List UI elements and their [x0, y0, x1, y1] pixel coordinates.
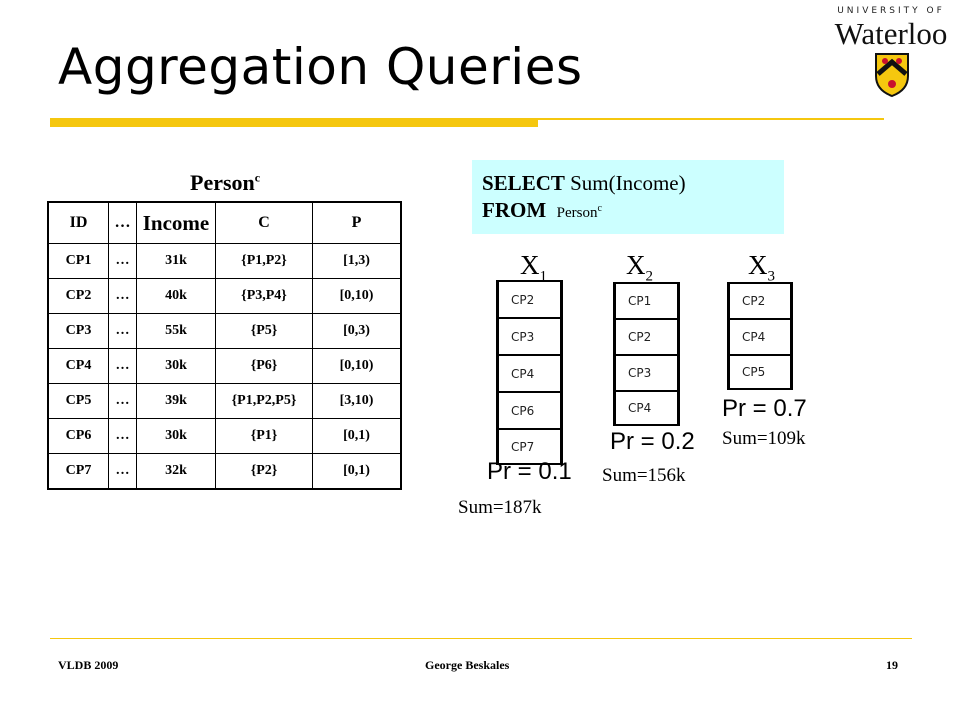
header-c: C	[215, 201, 313, 244]
table-row: CP4… 30k {P6} [0,10)	[47, 348, 402, 384]
cell-p: [0,1)	[312, 418, 402, 454]
world-stack-x2: CP1 CP2 CP3 CP4	[613, 282, 680, 426]
cell-c: {P1,P2,P5}	[215, 383, 313, 419]
slide-title: Aggregation Queries	[58, 38, 583, 96]
cell-p: [3,10)	[312, 383, 402, 419]
list-item: CP2	[499, 280, 560, 317]
university-logo: UNIVERSITY OF Waterloo	[828, 6, 954, 104]
probability-x3: Pr = 0.7	[722, 395, 807, 422]
footer-conference: VLDB 2009	[58, 658, 119, 672]
world-label-x2: X2	[626, 250, 653, 285]
cell-c: {P2}	[215, 453, 313, 490]
sum-x3: Sum=109k	[722, 428, 806, 449]
cell-id: CP2	[47, 278, 109, 314]
table-row: CP6… 30k {P1} [0,1)	[47, 418, 402, 454]
list-item: CP4	[730, 318, 790, 354]
cell-p: [0,3)	[312, 313, 402, 349]
cell-ellipsis: …	[108, 313, 137, 349]
list-item: CP3	[499, 317, 560, 354]
table-row: CP1… 31k {P1,P2} [1,3)	[47, 243, 402, 279]
world-label-x1: X1	[520, 250, 547, 285]
cell-ellipsis: …	[108, 418, 137, 454]
cell-id: CP5	[47, 383, 109, 419]
list-item: CP2	[616, 318, 677, 354]
cell-p: [1,3)	[312, 243, 402, 279]
cell-income: 30k	[136, 348, 216, 384]
person-table: ID … Income C P CP1… 31k {P1,P2} [1,3) CP2……	[47, 201, 402, 490]
cell-ellipsis: …	[108, 453, 137, 490]
list-item: CP2	[730, 282, 790, 318]
logo-wordmark: Waterloo	[834, 16, 948, 51]
header-id: ID	[47, 201, 109, 244]
cell-income: 30k	[136, 418, 216, 454]
footer-divider	[50, 638, 912, 639]
query-select-line: SELECT Sum(Income)	[482, 170, 784, 196]
crest-icon	[875, 53, 909, 98]
list-item: CP1	[616, 282, 677, 318]
world-label-x3: X3	[748, 250, 775, 285]
cell-c: {P6}	[215, 348, 313, 384]
table-row: CP5… 39k {P1,P2,P5} [3,10)	[47, 383, 402, 419]
footer-page-number: 19	[886, 658, 898, 672]
from-keyword: FROM	[482, 198, 547, 222]
cell-c: {P3,P4}	[215, 278, 313, 314]
header-ellipsis: …	[108, 201, 137, 244]
table-row: CP2… 40k {P3,P4} [0,10)	[47, 278, 402, 314]
sum-x2: Sum=156k	[602, 465, 686, 486]
select-expression: Sum(Income)	[564, 171, 686, 195]
table-header-row: ID … Income C P	[47, 201, 402, 244]
cell-income: 31k	[136, 243, 216, 279]
query-from-line: FROM Personc	[482, 196, 784, 226]
world-stack-x3: CP2 CP4 CP5	[727, 282, 793, 390]
list-item: CP5	[730, 354, 790, 390]
cell-id: CP4	[47, 348, 109, 384]
cell-c: {P5}	[215, 313, 313, 349]
cell-id: CP7	[47, 453, 109, 490]
list-item: CP7	[499, 428, 560, 465]
list-item: CP4	[499, 354, 560, 391]
cell-id: CP3	[47, 313, 109, 349]
probability-x2: Pr = 0.2	[610, 428, 695, 455]
list-item: CP4	[616, 390, 677, 426]
cell-id: CP1	[47, 243, 109, 279]
cell-p: [0,10)	[312, 348, 402, 384]
table-title: Personc	[190, 170, 261, 195]
select-keyword: SELECT	[482, 171, 565, 195]
cell-ellipsis: …	[108, 348, 137, 384]
cell-ellipsis: …	[108, 278, 137, 314]
cell-income: 55k	[136, 313, 216, 349]
list-item: CP6	[499, 391, 560, 428]
logo-top-text: UNIVERSITY OF	[837, 6, 945, 16]
cell-id: CP6	[47, 418, 109, 454]
table-row: CP3… 55k {P5} [0,3)	[47, 313, 402, 349]
header-income: Income	[136, 201, 216, 244]
cell-c: {P1}	[215, 418, 313, 454]
probability-x1: Pr = 0.1	[487, 458, 572, 485]
from-table: Personc	[556, 203, 602, 221]
list-item: CP3	[616, 354, 677, 390]
table-row: CP7… 32k {P2} [0,1)	[47, 453, 402, 490]
cell-c: {P1,P2}	[215, 243, 313, 279]
world-stack-x1: CP2 CP3 CP4 CP6 CP7	[496, 280, 563, 465]
cell-income: 39k	[136, 383, 216, 419]
cell-p: [0,10)	[312, 278, 402, 314]
title-underline-thin	[538, 118, 884, 120]
cell-ellipsis: …	[108, 383, 137, 419]
cell-income: 40k	[136, 278, 216, 314]
cell-income: 32k	[136, 453, 216, 490]
title-underline-thick	[50, 118, 538, 127]
footer-author: George Beskales	[425, 658, 510, 672]
header-p: P	[312, 201, 402, 244]
sql-query-box: SELECT Sum(Income) FROM Personc	[472, 160, 784, 234]
cell-p: [0,1)	[312, 453, 402, 490]
cell-ellipsis: …	[108, 243, 137, 279]
sum-x1: Sum=187k	[458, 497, 542, 518]
